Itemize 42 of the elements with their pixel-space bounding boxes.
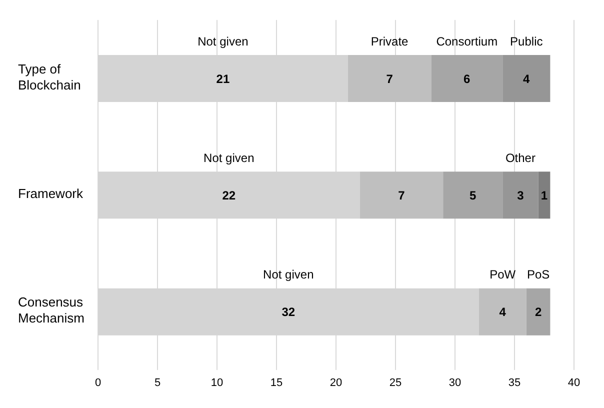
bar bbox=[348, 55, 432, 102]
x-tick-label: 35 bbox=[508, 376, 521, 389]
bar bbox=[443, 172, 503, 219]
y-tick-label: Framework bbox=[18, 186, 84, 202]
bar bbox=[502, 55, 550, 102]
data-label: 1 bbox=[540, 188, 548, 202]
annotation: Not given bbox=[198, 34, 248, 48]
data-label: 5 bbox=[470, 188, 477, 202]
bar bbox=[538, 172, 550, 219]
x-tick-label: 5 bbox=[154, 376, 161, 389]
bar bbox=[478, 288, 526, 336]
annotation: Consortium bbox=[436, 34, 498, 48]
data-label: 6 bbox=[464, 72, 471, 86]
x-tick-label: 30 bbox=[448, 376, 462, 389]
data-label: 4 bbox=[523, 72, 530, 86]
annotation: Other bbox=[505, 151, 536, 165]
x-tick-label: 15 bbox=[270, 376, 283, 389]
data-label: 4 bbox=[499, 305, 506, 320]
x-tick-label: 25 bbox=[389, 376, 402, 389]
annotation: Private bbox=[370, 34, 409, 48]
annotation: PoW bbox=[490, 268, 516, 282]
data-label: 2 bbox=[534, 305, 542, 320]
bar bbox=[360, 172, 444, 219]
y-tick-label: Type of Blockchain bbox=[18, 62, 81, 93]
data-label: 3 bbox=[517, 188, 524, 202]
data-label: 7 bbox=[386, 72, 394, 86]
bar bbox=[526, 288, 550, 336]
data-label: 7 bbox=[398, 188, 406, 202]
annotation: PoS bbox=[526, 268, 550, 282]
x-tick-label: 40 bbox=[568, 376, 580, 389]
x-tick-label: 20 bbox=[330, 376, 342, 389]
annotation: Not given bbox=[204, 151, 254, 165]
bar bbox=[502, 172, 538, 219]
data-label: 32 bbox=[282, 305, 296, 320]
x-tick-label: 0 bbox=[94, 376, 102, 389]
data-label: 21 bbox=[216, 72, 230, 86]
annotation: Public bbox=[510, 34, 543, 48]
bar bbox=[431, 55, 503, 102]
x-tick-label: 10 bbox=[210, 376, 224, 389]
annotation: Not given bbox=[263, 268, 314, 282]
data-label: 22 bbox=[222, 188, 236, 202]
y-tick-label: Consensus Mechanism bbox=[18, 295, 84, 326]
